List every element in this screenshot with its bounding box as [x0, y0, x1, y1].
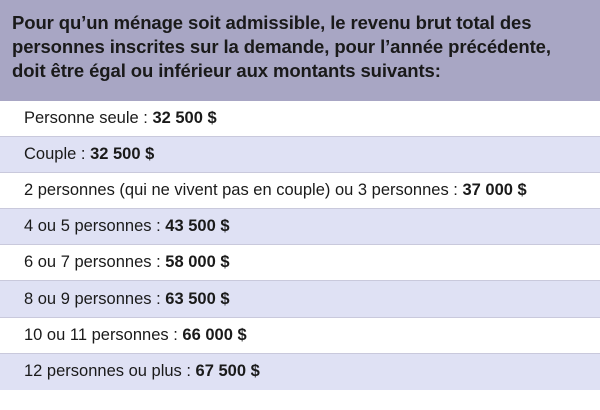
table-row: Personne seule : 32 500 $: [0, 101, 600, 138]
threshold-list: Personne seule : 32 500 $ Couple : 32 50…: [0, 101, 600, 390]
table-row: 6 ou 7 personnes : 58 000 $: [0, 245, 600, 282]
household-label: Couple: [24, 145, 77, 164]
table-row: Couple : 32 500 $: [0, 137, 600, 174]
income-amount: 58 000 $: [165, 253, 230, 272]
table-row: 2 personnes (qui ne vivent pas en couple…: [0, 173, 600, 210]
household-label: 2 personnes (qui ne vivent pas en couple…: [24, 181, 449, 200]
household-label: 4 ou 5 personnes: [24, 217, 152, 236]
household-label: Personne seule: [24, 109, 139, 128]
income-amount: 37 000 $: [462, 181, 527, 200]
household-label: 6 ou 7 personnes: [24, 253, 152, 272]
table-row: 8 ou 9 personnes : 63 500 $: [0, 281, 600, 318]
table-row: 12 personnes ou plus : 67 500 $: [0, 353, 600, 390]
income-amount: 67 500 $: [195, 362, 260, 381]
table-header: Pour qu’un ménage soit admissible, le re…: [0, 0, 600, 101]
income-amount: 32 500 $: [90, 145, 155, 164]
household-label: 8 ou 9 personnes: [24, 289, 152, 308]
income-amount: 32 500 $: [152, 109, 217, 128]
income-amount: 43 500 $: [165, 217, 230, 236]
household-label: 10 ou 11 personnes: [24, 325, 169, 344]
household-label: 12 personnes ou plus: [24, 362, 182, 381]
income-amount: 66 000 $: [182, 325, 247, 344]
table-row: 4 ou 5 personnes : 43 500 $: [0, 209, 600, 246]
table-row: 10 ou 11 personnes : 66 000 $: [0, 317, 600, 354]
income-amount: 63 500 $: [165, 289, 230, 308]
